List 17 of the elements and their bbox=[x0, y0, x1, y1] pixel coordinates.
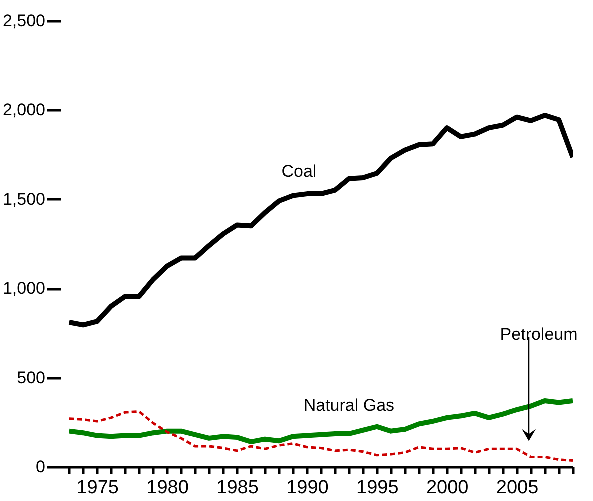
series-label: Natural Gas bbox=[304, 396, 395, 415]
y-tick-label: 1,500 bbox=[2, 190, 46, 209]
y-tick-label: 2,000 bbox=[2, 100, 46, 120]
y-tick-label: 0 bbox=[36, 458, 46, 476]
x-tick-label: 2005 bbox=[496, 478, 539, 498]
x-tick-label: 2000 bbox=[426, 478, 469, 498]
y-tick-label: 1,000 bbox=[2, 279, 46, 298]
x-tick-label: 1995 bbox=[356, 478, 399, 498]
x-tick-label: 1990 bbox=[286, 478, 329, 498]
x-tick-label: 1980 bbox=[146, 478, 189, 498]
y-tick-label: 500 bbox=[17, 368, 46, 388]
line-series bbox=[68, 410, 573, 462]
series-label: Coal bbox=[282, 162, 317, 182]
x-tick-label: 1975 bbox=[76, 478, 120, 498]
x-tick-label: 1985 bbox=[216, 478, 259, 498]
text: Petroleum bbox=[500, 325, 578, 344]
y-tick-label: 2,500 bbox=[2, 12, 46, 30]
